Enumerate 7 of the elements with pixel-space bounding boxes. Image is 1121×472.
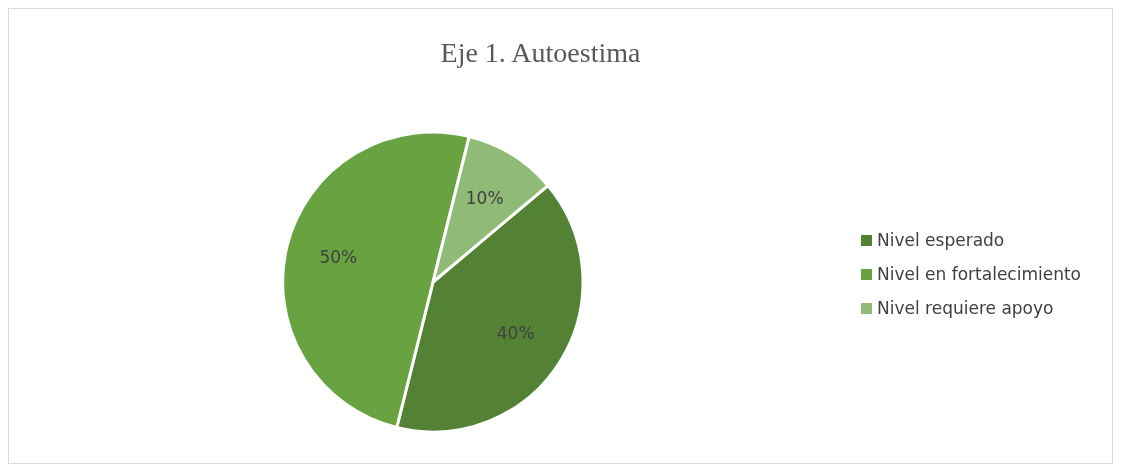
legend-label: Nivel esperado <box>877 230 1005 250</box>
chart-title: Eje 1. Autoestima <box>440 37 641 68</box>
data-label: 10% <box>465 188 504 209</box>
legend-label: Nivel en fortalecimiento <box>877 264 1082 284</box>
legend-label: Nivel requiere apoyo <box>877 298 1054 318</box>
data-label: 40% <box>496 322 535 343</box>
data-label: 50% <box>319 247 358 268</box>
